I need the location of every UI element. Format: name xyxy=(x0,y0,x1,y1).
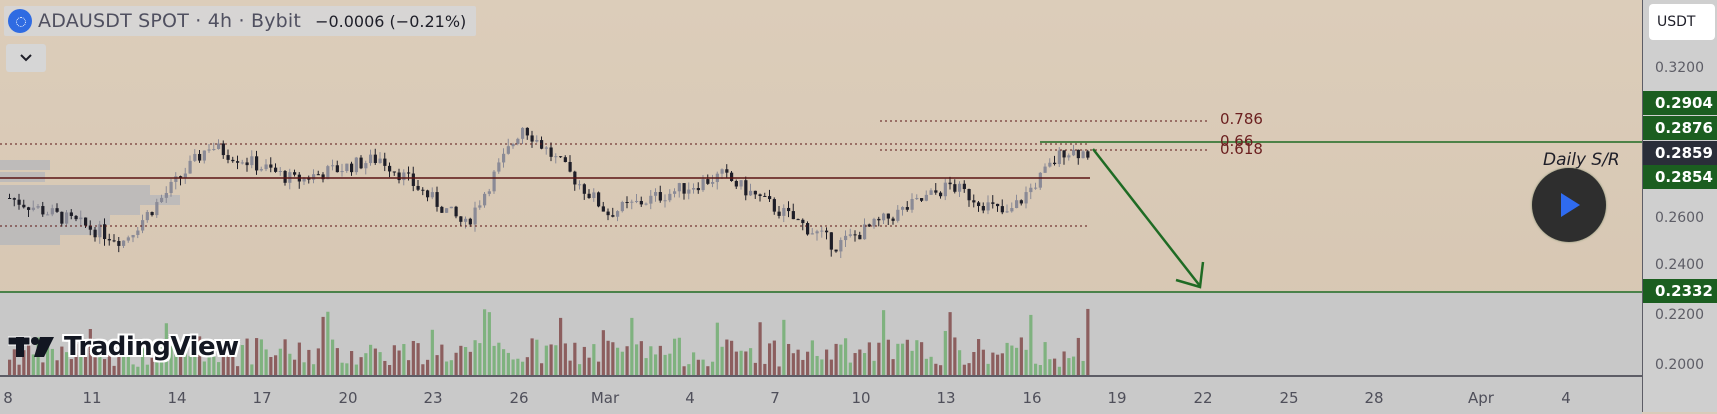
cardano-icon xyxy=(8,9,32,33)
tradingview-logo-text: TradingView xyxy=(64,332,239,362)
chevron-down-icon xyxy=(20,54,32,62)
fib-618-label: 0.618 xyxy=(1220,140,1263,158)
price-tick: 0.2200 xyxy=(1655,307,1704,323)
chart-drawings xyxy=(0,120,1642,375)
tradingview-logo[interactable]: TradingView xyxy=(8,332,239,362)
time-axis[interactable]: 8 11 14 17 20 23 26 Mar 4 7 10 13 16 19 22 25 28 Apr 4 xyxy=(0,375,1642,414)
fib-66-label: 0.66 xyxy=(1220,132,1254,150)
fib-786-label: 0.786 xyxy=(1220,110,1263,128)
price-badge: 0.2876 xyxy=(1643,116,1717,140)
price-change: −0.0006 (−0.21%) xyxy=(315,11,467,31)
time-label: 8 xyxy=(3,389,13,407)
currency-button[interactable]: USDT xyxy=(1649,4,1715,40)
daily-sr-label: Daily S/R xyxy=(1543,150,1620,170)
price-badge: 0.2854 xyxy=(1643,165,1717,189)
time-label: 14 xyxy=(167,389,187,407)
price-tick: 0.2000 xyxy=(1655,357,1704,373)
replay-play-button[interactable] xyxy=(1532,168,1606,242)
time-label: 16 xyxy=(1022,389,1042,407)
time-label: 4 xyxy=(1561,389,1571,407)
time-label: Mar xyxy=(590,389,620,407)
time-label: 13 xyxy=(936,389,956,407)
collapse-legend-button[interactable] xyxy=(6,44,46,72)
price-badge: 0.2904 xyxy=(1643,91,1717,115)
time-label: 7 xyxy=(770,389,780,407)
time-label: 4 xyxy=(685,389,695,407)
time-label: 22 xyxy=(1193,389,1213,407)
time-label: 28 xyxy=(1364,389,1384,407)
time-label: 11 xyxy=(82,389,102,407)
price-badge: 0.2332 xyxy=(1643,279,1717,303)
price-axis[interactable]: USDT 0.3200 0.2600 0.2400 0.2200 0.2000 0.290… xyxy=(1642,0,1717,412)
time-label: 23 xyxy=(423,389,443,407)
symbol-title[interactable]: ADAUSDT SPOT · 4h · Bybit xyxy=(38,10,302,32)
price-tick: 0.2400 xyxy=(1655,257,1704,273)
time-label: 20 xyxy=(338,389,358,407)
time-label: 17 xyxy=(252,389,272,407)
time-label: 19 xyxy=(1107,389,1127,407)
time-label: Apr xyxy=(1468,389,1494,407)
price-tick: 0.3200 xyxy=(1655,60,1704,76)
price-badge: 0.2859 xyxy=(1643,141,1717,165)
symbol-legend[interactable]: ADAUSDT SPOT · 4h · Bybit −0.0006 (−0.21… xyxy=(4,6,477,36)
tradingview-logo-icon xyxy=(8,336,54,357)
price-tick: 0.2600 xyxy=(1655,210,1704,226)
time-label: 26 xyxy=(509,389,529,407)
time-label: 10 xyxy=(851,389,871,407)
time-label: 25 xyxy=(1279,389,1299,407)
